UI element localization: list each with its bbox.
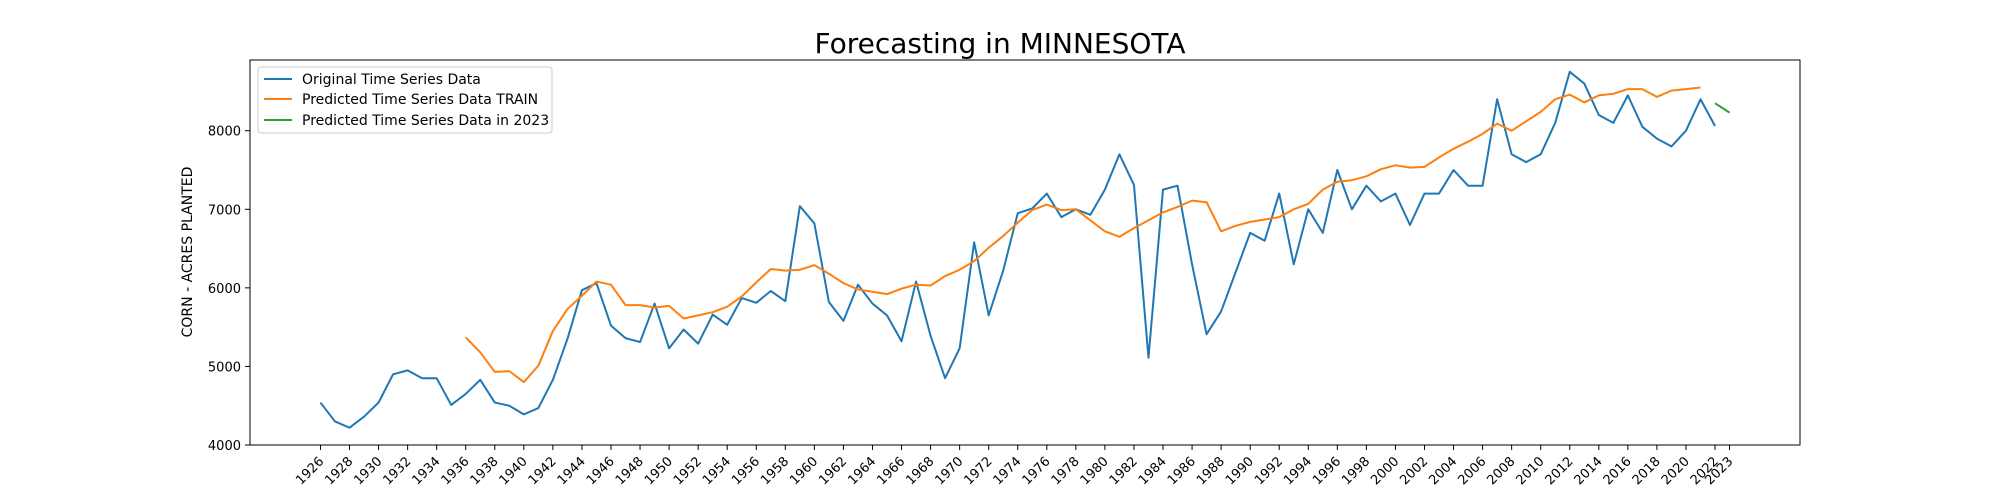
- y-tick-label: 5000: [208, 360, 241, 375]
- legend-label-2023: Predicted Time Series Data in 2023: [302, 113, 549, 129]
- legend-label-train: Predicted Time Series Data TRAIN: [302, 92, 538, 108]
- legend-label-original: Original Time Series Data: [302, 72, 481, 88]
- series-line-2023: [1714, 102, 1731, 114]
- y-tick-label: 7000: [208, 203, 241, 218]
- y-axis-label: CORN - ACRES PLANTED: [180, 167, 196, 338]
- legend: Original Time Series Data Predicted Time…: [257, 66, 553, 134]
- plot-lines: [319, 70, 1731, 429]
- chart-title: Forecasting in MINNESOTA: [815, 27, 1186, 60]
- y-tick-label: 8000: [208, 125, 241, 140]
- y-axis: 4000 5000 6000 7000 8000: [208, 125, 250, 454]
- plot-frame: [249, 59, 1801, 446]
- legend-box: [257, 66, 553, 134]
- y-tick-label: 6000: [208, 282, 241, 297]
- series-line-original: [319, 70, 1716, 429]
- series-line-train: [465, 86, 1701, 384]
- y-tick-label: 4000: [208, 439, 241, 454]
